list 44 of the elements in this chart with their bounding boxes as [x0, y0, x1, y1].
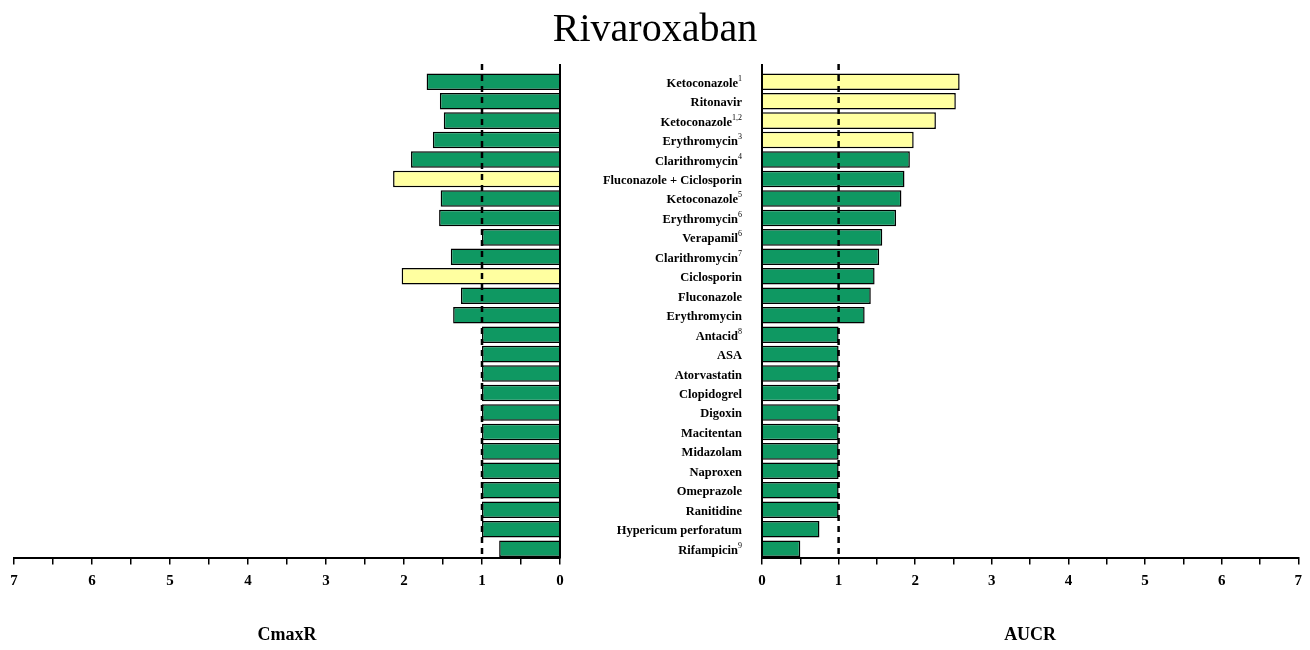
x-tick-label: 6 — [1217, 572, 1226, 589]
y-tick-label: ASA — [716, 348, 742, 363]
x-tick-label: 6 — [88, 572, 97, 589]
y-tick-label: Ketoconazole$^{1,2}$ — [660, 112, 742, 129]
x-tick-label: 2 — [911, 572, 919, 589]
x-tick-label: 1 — [478, 572, 486, 589]
y-tick-label: Erythromycin$^{3}$ — [662, 132, 742, 149]
x-tick-label: 0 — [758, 572, 766, 589]
y-tick-label: Naproxen — [689, 464, 742, 479]
y-tick-label: Ranitidine — [685, 503, 742, 518]
y-tick-label: Digoxin — [700, 406, 742, 421]
y-tick-label: Clarithromycin$^{4}$ — [654, 151, 742, 168]
y-tick-label: Clopidogrel — [679, 387, 742, 402]
y-tick-label: Erythromycin — [666, 309, 742, 324]
x-axis-title: CmaxR — [257, 623, 318, 644]
y-tick-label: Macitentan — [680, 425, 742, 440]
y-tick-label: Ketoconazole$^{1}$ — [666, 73, 742, 90]
x-tick-label: 3 — [322, 572, 330, 589]
x-tick-label: 7 — [1294, 572, 1303, 589]
x-tick-label: 4 — [244, 572, 253, 589]
x-tick-label: 4 — [1064, 572, 1073, 589]
y-tick-label: Omeprazole — [676, 484, 742, 499]
x-tick-label: 2 — [400, 572, 408, 589]
y-tick-label: Verapamil$^{6}$ — [682, 229, 742, 246]
y-tick-label: Atorvastatin — [674, 367, 742, 382]
y-tick-label: Erythromycin$^{6}$ — [662, 209, 742, 226]
y-tick-label: Fluconazole + Ciclosporin — [602, 173, 742, 187]
x-tick-label: 0 — [556, 572, 564, 589]
x-tick-label: 1 — [834, 572, 843, 589]
y-tick-label: Midazolam — [681, 445, 742, 460]
y-tick-label: Fluconazole — [678, 289, 742, 304]
y-tick-label: Ciclosporin — [680, 270, 742, 285]
x-tick-label: 3 — [988, 572, 996, 589]
y-tick-label: Antacid$^{8}$ — [695, 326, 742, 343]
x-tick-label: 7 — [10, 572, 19, 589]
y-tick-label: Hypericum perforatum — [616, 523, 742, 538]
y-tick-label: Clarithromycin$^{7}$ — [654, 248, 742, 265]
x-tick-label: 5 — [1141, 572, 1149, 589]
y-tick-label: Ritonavir — [690, 95, 742, 110]
x-tick-label: 5 — [166, 572, 174, 589]
y-tick-label: Rifampicin$^{9}$ — [678, 540, 742, 557]
x-axis-title: AUCR — [1004, 623, 1058, 644]
text: Rivaroxaban — [551, 4, 759, 51]
y-tick-label: Ketoconazole$^{5}$ — [666, 190, 742, 207]
